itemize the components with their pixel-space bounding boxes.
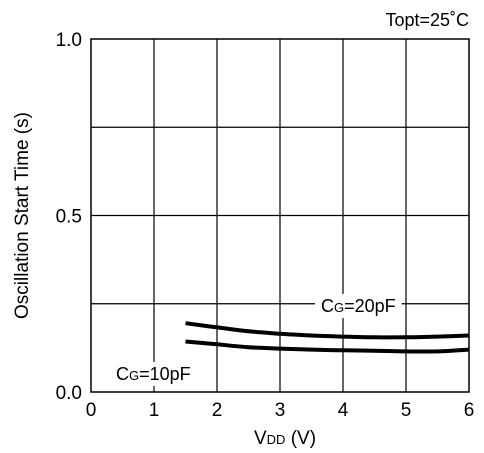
x-tick-label: 6 — [464, 400, 475, 421]
x-axis-title-subscript: DD — [267, 432, 286, 447]
x-axis-title-unit: (V) — [285, 428, 316, 449]
series-label-bg-cg10 — [110, 362, 197, 386]
y-tick-labels: 0.0 0.5 1.0 — [56, 30, 82, 404]
plot-frame — [90, 38, 470, 393]
series-label-cg20: CG=20pF — [321, 296, 396, 316]
series-label-cg20-sub: G — [334, 300, 344, 315]
x-tick-label: 3 — [275, 400, 286, 421]
x-tick-label: 4 — [338, 400, 349, 421]
x-tick-labels: 0 1 2 3 4 5 6 — [86, 400, 475, 421]
x-tick-label: 0 — [86, 400, 97, 421]
series-label-cg10: CG=10pF — [116, 364, 191, 384]
x-tick-label: 2 — [212, 400, 223, 421]
x-tick-label: 5 — [401, 400, 412, 421]
condition-annotation: Topt=25˚C — [385, 10, 469, 30]
series-label-cg10-main: C — [116, 364, 129, 384]
series-group — [185, 321, 470, 354]
series-line-cg20 — [185, 321, 470, 340]
series-line-cg10 — [185, 339, 470, 354]
x-axis-title: VDD (V) — [254, 428, 316, 449]
y-tick-label: 0.5 — [56, 207, 82, 228]
y-tick-label: 0.0 — [56, 383, 82, 404]
grid — [91, 39, 469, 392]
series-label-cg20-main: C — [321, 296, 334, 316]
series-label-cg10-sub: G — [129, 368, 139, 383]
y-axis-title: Oscillation Start Time (s) — [12, 112, 33, 319]
series-label-bg-cg20 — [315, 294, 402, 318]
x-axis-title-main: V — [254, 428, 267, 449]
series-label-cg20-rest: =20pF — [344, 296, 396, 316]
x-tick-label: 1 — [149, 400, 160, 421]
series-label-cg10-rest: =10pF — [139, 364, 191, 384]
y-tick-label: 1.0 — [56, 30, 82, 51]
